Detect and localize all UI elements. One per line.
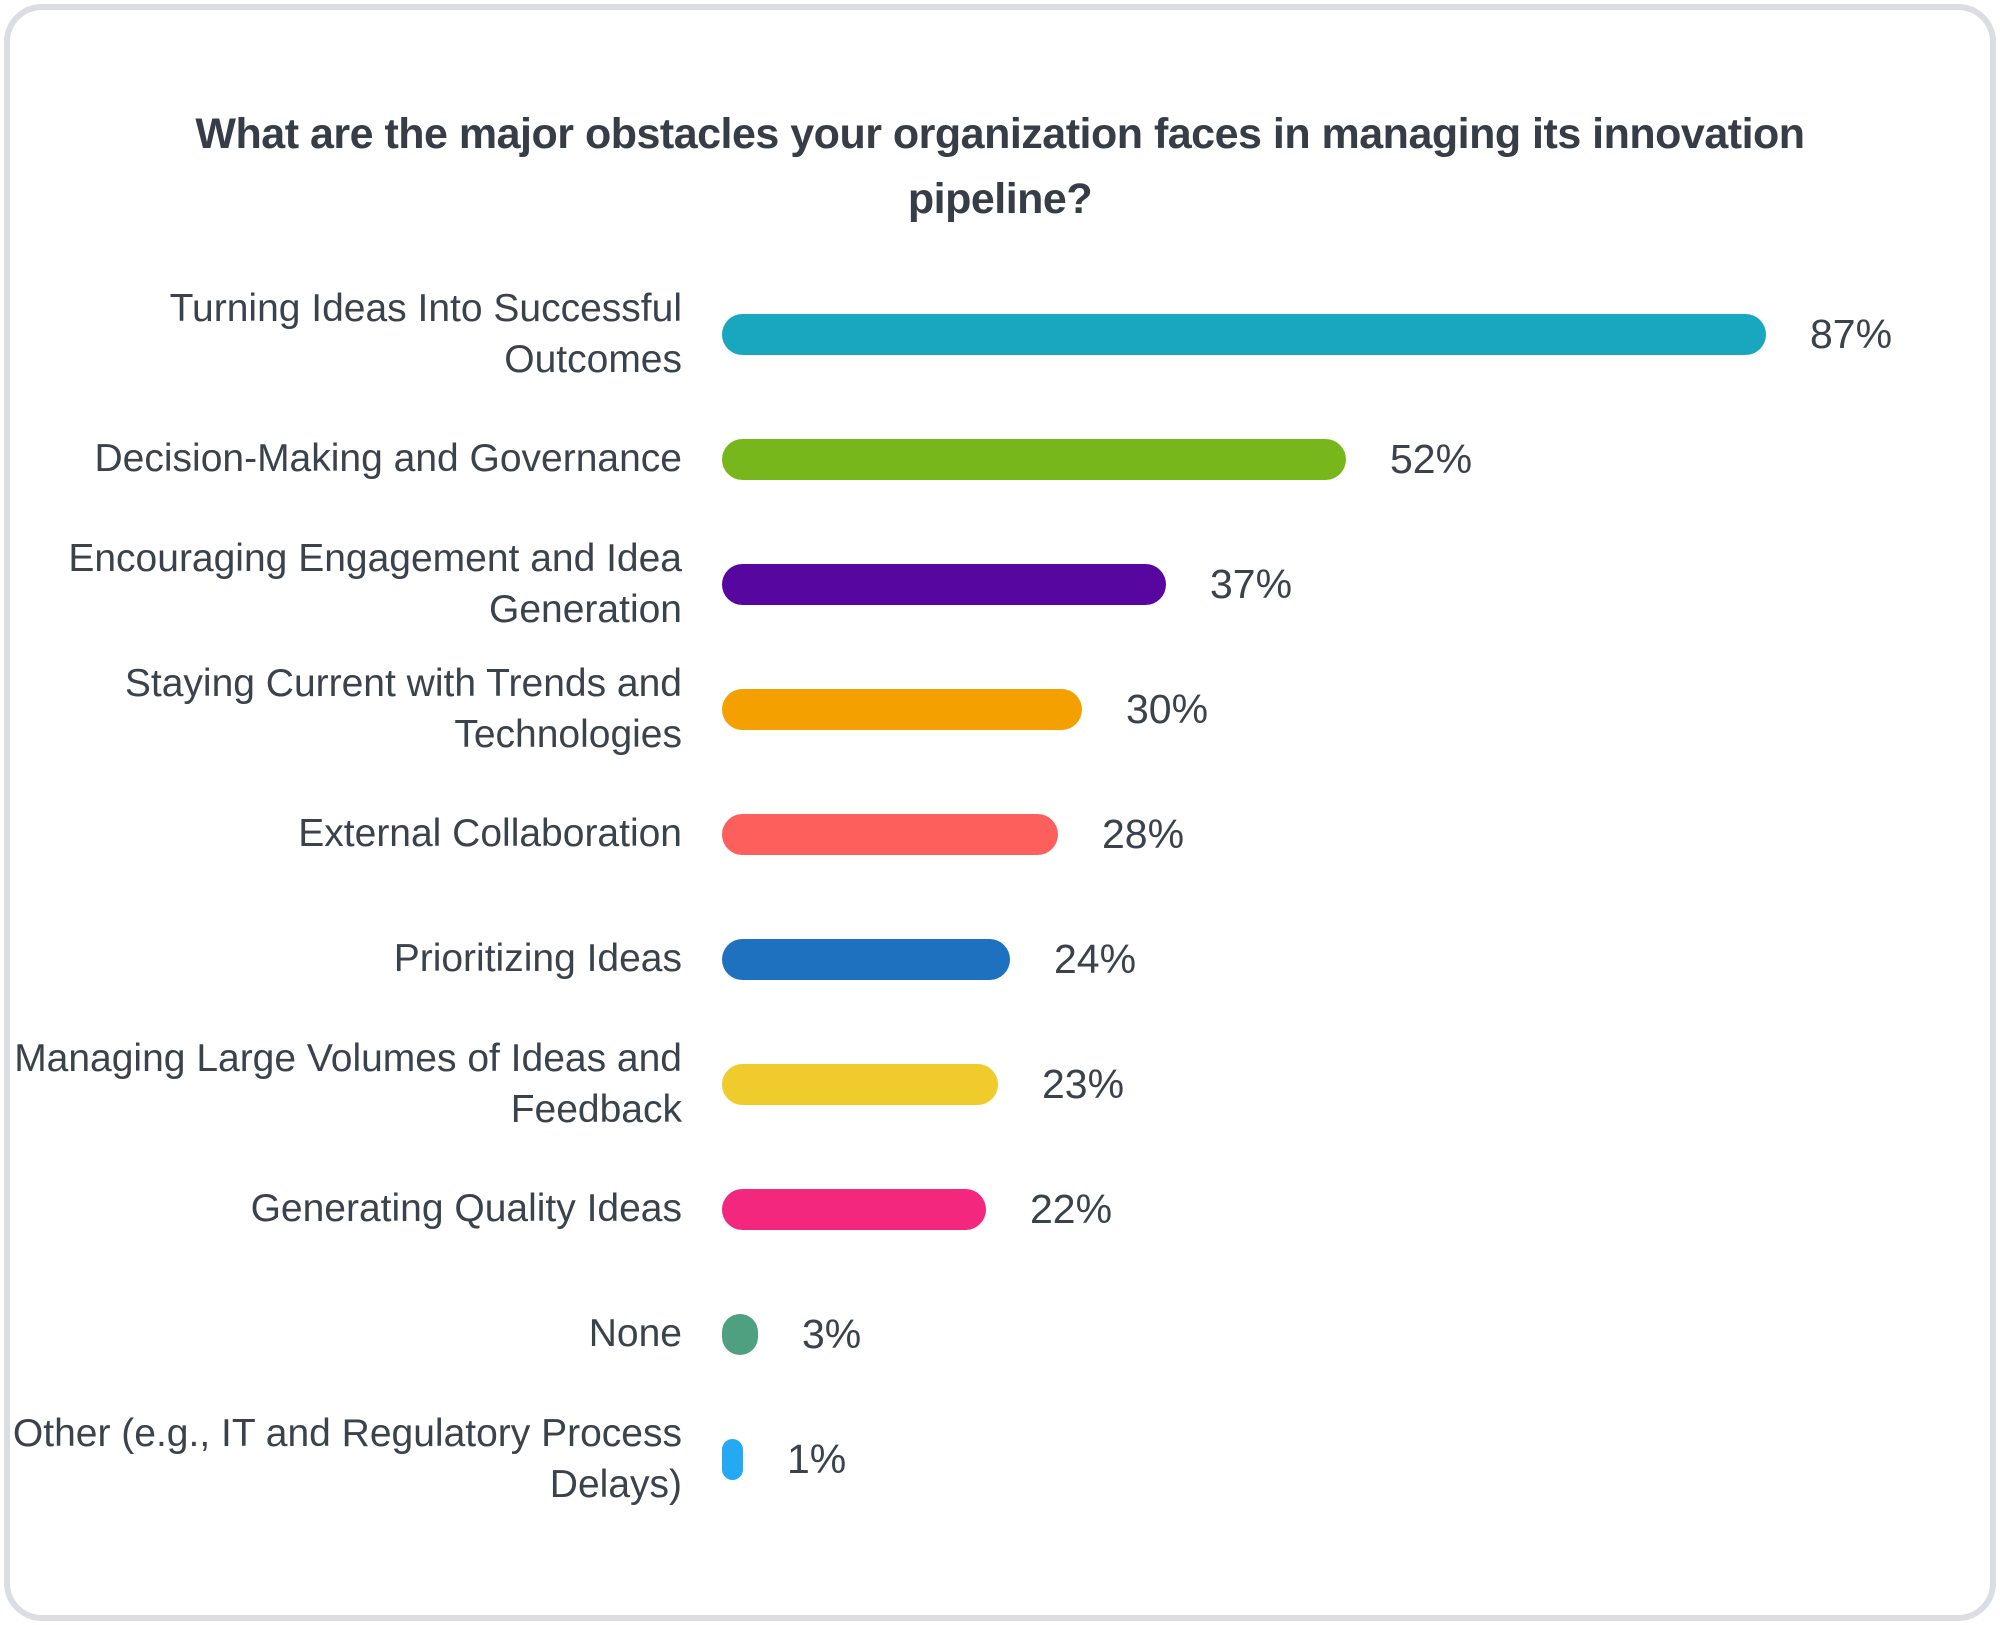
bar bbox=[722, 1064, 998, 1105]
bar-track: 87% bbox=[722, 311, 1922, 358]
value-label: 52% bbox=[1390, 436, 1473, 482]
chart-row: External Collaboration 28% bbox=[10, 772, 1990, 897]
chart-card: What are the major obstacles your organi… bbox=[4, 4, 1996, 1621]
bar-track: 24% bbox=[722, 936, 1922, 983]
category-label: Encouraging Engagement and Idea Generati… bbox=[68, 536, 682, 631]
chart-row: Prioritizing Ideas 24% bbox=[10, 897, 1990, 1022]
bar-track: 23% bbox=[722, 1061, 1922, 1108]
chart-row: Decision-Making and Governance 52% bbox=[10, 397, 1990, 522]
value-label: 30% bbox=[1126, 686, 1209, 732]
chart-row: None 3% bbox=[10, 1272, 1990, 1397]
bar-track: 3% bbox=[722, 1311, 1922, 1358]
bar-chart: Turning Ideas Into Successful Outcomes 87… bbox=[10, 272, 1990, 1522]
bar bbox=[722, 1314, 758, 1355]
chart-row: Staying Current with Trends and Technolo… bbox=[10, 647, 1990, 772]
value-label: 24% bbox=[1054, 936, 1137, 982]
chart-row: Managing Large Volumes of Ideas and Feed… bbox=[10, 1022, 1990, 1147]
chart-row: Turning Ideas Into Successful Outcomes 87… bbox=[10, 272, 1990, 397]
bar bbox=[722, 564, 1166, 605]
bar bbox=[722, 814, 1058, 855]
value-label: 22% bbox=[1030, 1186, 1113, 1232]
bar bbox=[722, 689, 1082, 730]
bar-track: 28% bbox=[722, 811, 1922, 858]
bar-track: 1% bbox=[722, 1436, 1922, 1483]
category-label: Turning Ideas Into Successful Outcomes bbox=[169, 286, 682, 381]
value-label: 37% bbox=[1210, 561, 1293, 607]
bar-track: 37% bbox=[722, 561, 1922, 608]
bar bbox=[722, 1189, 986, 1230]
value-label: 3% bbox=[802, 1311, 862, 1357]
value-label: 87% bbox=[1810, 311, 1893, 357]
bar-track: 22% bbox=[722, 1186, 1922, 1233]
category-label: Decision-Making and Governance bbox=[94, 437, 682, 481]
category-label: None bbox=[588, 1312, 682, 1356]
value-label: 23% bbox=[1042, 1061, 1125, 1107]
bar bbox=[722, 439, 1346, 480]
bar bbox=[722, 939, 1010, 980]
category-label: Managing Large Volumes of Ideas and Feed… bbox=[14, 1036, 682, 1131]
category-label: Staying Current with Trends and Technolo… bbox=[124, 661, 682, 756]
bar bbox=[722, 1439, 743, 1480]
value-label: 28% bbox=[1102, 811, 1185, 857]
category-label: Prioritizing Ideas bbox=[393, 937, 682, 981]
category-label: External Collaboration bbox=[298, 812, 682, 856]
chart-row: Other (e.g., IT and Regulatory Process D… bbox=[10, 1397, 1990, 1522]
chart-title: What are the major obstacles your organi… bbox=[195, 110, 1805, 223]
bar-track: 30% bbox=[722, 686, 1922, 733]
bar bbox=[722, 314, 1766, 355]
chart-row: Encouraging Engagement and Idea Generati… bbox=[10, 522, 1990, 647]
category-label: Generating Quality Ideas bbox=[250, 1187, 682, 1231]
value-label: 1% bbox=[787, 1436, 847, 1482]
category-label: Other (e.g., IT and Regulatory Process D… bbox=[12, 1411, 682, 1506]
bar-track: 52% bbox=[722, 436, 1922, 483]
chart-row: Generating Quality Ideas 22% bbox=[10, 1147, 1990, 1272]
